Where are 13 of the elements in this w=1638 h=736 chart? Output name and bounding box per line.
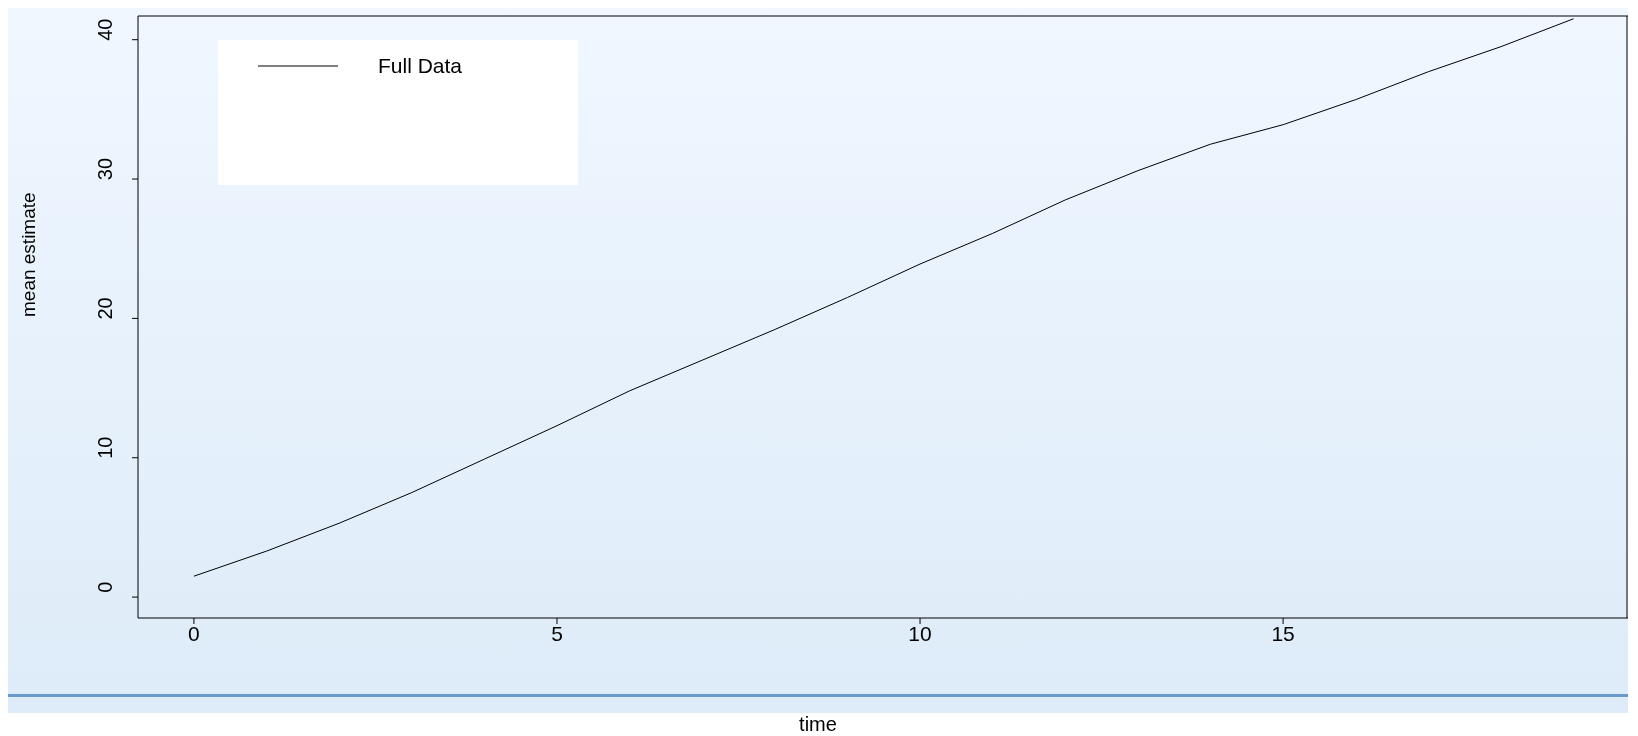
y-tick-label: 40 (94, 18, 116, 41)
x-tick-label: 5 (551, 621, 563, 645)
legend-label: Full Data (378, 54, 463, 78)
x-tick-label: 0 (188, 621, 200, 645)
y-tick-label: 10 (94, 436, 116, 459)
y-tick-label: 30 (94, 157, 116, 181)
y-tick-label: 20 (94, 297, 116, 320)
legend-panel: Full Data (218, 40, 578, 185)
y-axis-title: mean estimate (17, 192, 39, 317)
y-tick-label: 0 (94, 581, 116, 593)
x-tick-label: 10 (908, 621, 932, 645)
x-tick-label: 15 (1271, 621, 1295, 645)
x-axis-title: time (8, 713, 1628, 736)
